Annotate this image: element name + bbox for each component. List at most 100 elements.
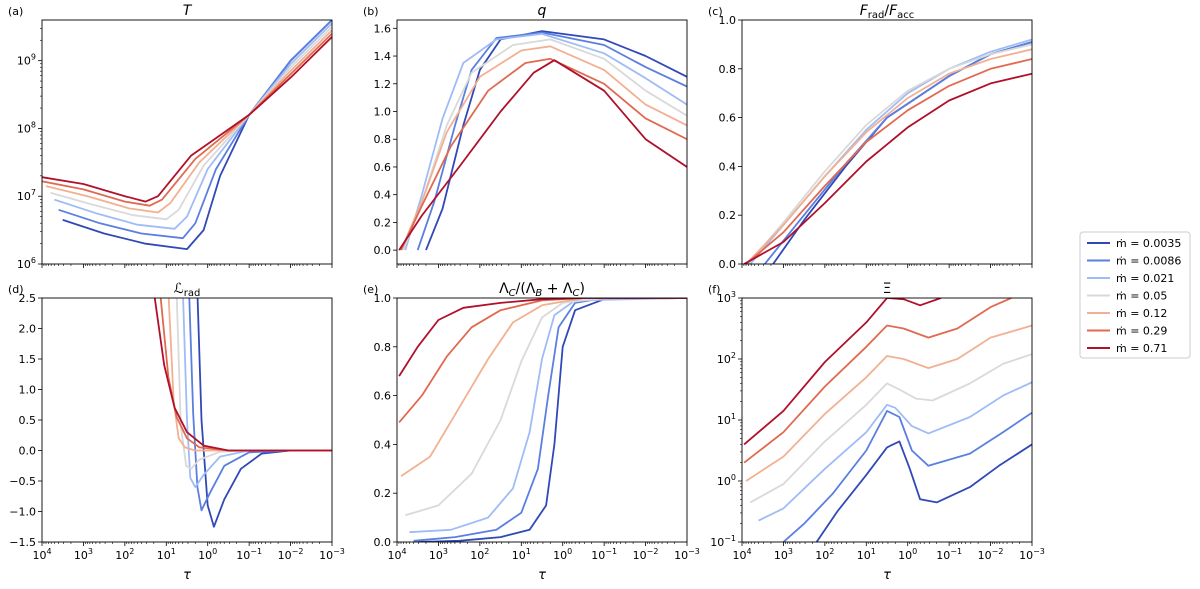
y-tick-label: 0.8 (374, 133, 392, 146)
title-part: ) (579, 281, 584, 297)
y-tick-label: 1.2 (374, 78, 392, 91)
panel-c: 0.00.20.40.60.81.0(c) Frad/Facc (708, 3, 1033, 271)
series-line-6 (743, 72, 1032, 264)
tick-base: 1.5 (19, 353, 37, 366)
series-line-1 (413, 298, 687, 542)
panel-title: ℒrad (174, 281, 201, 299)
axes-frame (396, 297, 688, 543)
y-tick-label: 10−1 (710, 534, 736, 549)
y-tick-label: 1.4 (374, 50, 392, 63)
tick-base: 10 (674, 549, 688, 562)
tick-base: 10 (553, 549, 567, 562)
y-tick-label: 0.8 (374, 341, 392, 354)
tick-base: 10 (236, 549, 250, 562)
series-line-3 (50, 26, 332, 221)
tick-exponent: 1 (871, 547, 876, 556)
tick-base: 10 (898, 549, 912, 562)
tick-base: 10 (198, 549, 212, 562)
title-part: F (860, 3, 869, 19)
tick-exponent: 3 (731, 290, 736, 299)
series-line-4 (45, 29, 332, 214)
y-tick-label: 0.4 (374, 189, 392, 202)
series-line-6 (398, 59, 687, 251)
panel-letter: (c) (708, 5, 723, 18)
y-tick-label: 0.2 (374, 216, 392, 229)
legend-label: ṁ = 0.021 (1116, 272, 1174, 285)
x-tick-label: 10−1 (591, 547, 617, 562)
x-axis-label: τ (183, 568, 191, 583)
tick-base: 1.0 (719, 14, 737, 27)
tick-base: 0.4 (719, 160, 737, 173)
y-tick-label: 0.0 (19, 445, 37, 458)
legend-entry: ṁ = 0.0035 (1087, 237, 1181, 250)
x-tick-label: 10−3 (674, 547, 700, 562)
series-line-5 (743, 298, 1012, 464)
tick-base: 1.0 (19, 384, 37, 397)
y-tick-label: 100 (717, 473, 736, 488)
tick-exponent: 2 (731, 351, 736, 360)
panel-title: ΛC/(ΛB + ΛC) (499, 281, 585, 299)
x-tick-label: 10−2 (978, 547, 1004, 562)
x-tick-label: 101 (512, 547, 531, 562)
tick-exponent: −1 (950, 547, 962, 556)
tick-exponent: 8 (31, 120, 36, 129)
axes-frame (741, 19, 1033, 265)
y-tick-label: 103 (717, 290, 736, 305)
title-part: F (889, 3, 898, 19)
panel-f: 104 103 102 101 100 10−1 10−2 10−310−1100101102… (708, 281, 1045, 583)
tick-base: 1.0 (374, 106, 392, 119)
series-line-4 (745, 48, 1032, 264)
x-axis-label: τ (538, 568, 546, 583)
tick-exponent: 3 (788, 547, 793, 556)
y-tick-label: 0.0 (374, 244, 392, 257)
tick-base: 10 (857, 549, 871, 562)
tick-exponent: −1 (724, 534, 736, 543)
tick-base: 10 (978, 549, 992, 562)
series-line-6 (153, 298, 332, 452)
series-line-4 (745, 324, 1032, 482)
legend-label: ṁ = 0.0086 (1116, 255, 1181, 268)
tick-exponent: −3 (333, 547, 345, 556)
series-line-2 (54, 22, 332, 230)
tick-base: 0.6 (374, 390, 392, 403)
tick-base: 1.2 (374, 78, 392, 91)
x-axis-label: τ (883, 568, 891, 583)
y-tick-label: 0.2 (719, 209, 737, 222)
legend-entry: ṁ = 0.05 (1087, 290, 1167, 303)
tick-base: 10 (470, 549, 484, 562)
y-tick-label: −0.5 (9, 475, 36, 488)
title-part: B (535, 288, 542, 299)
tick-exponent: −3 (1033, 547, 1045, 556)
x-tick-label: 10−2 (633, 547, 659, 562)
tick-base: 10 (717, 414, 731, 427)
panel-title: Frad/Facc (860, 3, 915, 21)
series-line-0 (815, 440, 1032, 542)
y-tick-label: 0.6 (374, 161, 392, 174)
x-tick-label: 103 (74, 547, 93, 562)
y-tick-label: 1.0 (374, 292, 392, 305)
panel-title: T (183, 3, 193, 19)
tick-base: 10 (17, 258, 31, 271)
x-tick-label: 104 (732, 547, 751, 562)
title-part: /(Λ (516, 281, 536, 297)
tick-base: 10 (936, 549, 950, 562)
tick-exponent: 4 (746, 547, 751, 556)
tick-exponent: 4 (46, 547, 51, 556)
title-part: ℒ (174, 281, 184, 297)
series-line-2 (758, 381, 1032, 522)
y-tick-label: 106 (17, 256, 36, 271)
axes-frame (41, 19, 333, 265)
tick-base: 0.8 (719, 63, 737, 76)
series-line-5 (400, 57, 687, 251)
tick-base: 10 (74, 549, 88, 562)
y-tick-label: −1.5 (9, 536, 36, 549)
tick-exponent: 6 (31, 256, 36, 265)
title-part: acc (897, 10, 914, 21)
panel-letter: (f) (708, 283, 720, 296)
tick-base: 0.8 (374, 133, 392, 146)
x-tick-label: 104 (32, 547, 51, 562)
tick-base: 0.2 (374, 216, 392, 229)
tick-base: 10 (1019, 549, 1033, 562)
tick-base: 10 (717, 292, 731, 305)
